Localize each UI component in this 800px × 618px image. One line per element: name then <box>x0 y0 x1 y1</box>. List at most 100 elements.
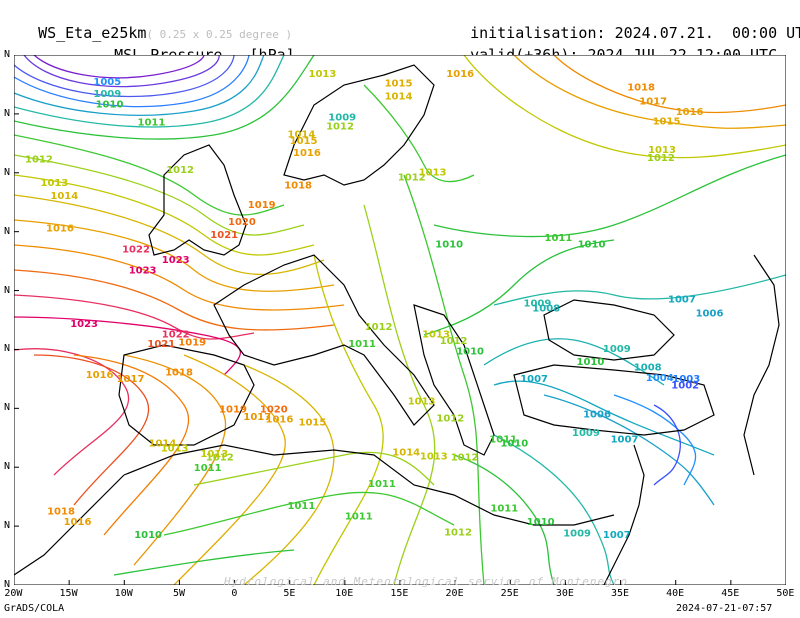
contour-label: 1014 <box>385 92 413 103</box>
contour-label: 1010 <box>96 99 124 110</box>
isobar <box>23 55 220 88</box>
contour-label: 1023 <box>129 266 157 277</box>
contour-label: 1009 <box>572 428 600 439</box>
contour-label: 1018 <box>165 368 193 379</box>
x-tick-label: 10E <box>335 588 354 599</box>
isobar <box>403 174 485 585</box>
contour-label: 1013 <box>41 178 69 189</box>
contour-label: 1016 <box>46 224 74 235</box>
map-background <box>14 55 786 585</box>
x-tick-label: 15E <box>390 588 409 599</box>
y-tick-label: N <box>4 166 11 178</box>
contour-label: 1005 <box>93 77 121 88</box>
contour-label: 1013 <box>408 396 436 407</box>
isobar <box>613 394 697 486</box>
contour-label: 1013 <box>161 444 189 455</box>
contour-label: 1022 <box>162 330 190 341</box>
isobar <box>493 380 715 456</box>
x-tick-label: 5E <box>283 588 296 599</box>
contour-label: 1023 <box>70 319 98 330</box>
contour-label: 1011 <box>288 501 316 512</box>
coastline-levant <box>603 444 645 585</box>
x-tick-label: 0 <box>231 588 238 599</box>
contour-label: 1021 <box>210 230 238 241</box>
contour-label: 1011 <box>194 463 222 474</box>
isobar <box>513 55 786 129</box>
isobar <box>33 354 150 506</box>
contour-label: 1009 <box>93 89 121 100</box>
isobar <box>14 154 305 236</box>
contour-label: 1016 <box>446 69 474 80</box>
y-tick-label: N <box>4 520 11 532</box>
contour-label: 1010 <box>134 530 162 541</box>
contour-label: 1018 <box>627 82 655 93</box>
contour-label: 1011 <box>138 118 166 129</box>
x-tick-label: 5W <box>173 588 186 599</box>
isobar <box>14 174 315 256</box>
contour-label: 1009 <box>603 344 631 355</box>
coastline-iberia <box>118 344 255 446</box>
pressure-map: 1005100910101011101210131014101610121013… <box>14 55 786 585</box>
isobar <box>14 55 250 108</box>
isobar <box>493 434 615 585</box>
contour-label: 1010 <box>527 517 555 528</box>
contour-label: 1016 <box>64 517 92 528</box>
contour-label: 1017 <box>243 412 271 423</box>
contour-label: 1006 <box>583 410 611 421</box>
isobar <box>163 491 455 536</box>
isobar <box>653 404 681 486</box>
isobar <box>243 364 335 585</box>
contour-label: 1015 <box>653 116 681 127</box>
contour-label: 1014 <box>392 447 420 458</box>
contour-label: 1018 <box>284 181 312 192</box>
isobar <box>14 134 285 216</box>
isobar <box>14 55 285 128</box>
contour-label: 1019 <box>248 200 276 211</box>
x-tick-label: 35E <box>610 588 630 599</box>
isobar <box>14 55 235 98</box>
isobar <box>543 394 715 506</box>
y-tick-label: N <box>4 107 11 119</box>
isobar <box>14 316 241 376</box>
watermark: Hydrological and Meteorological service … <box>224 575 628 588</box>
coastline-caspian <box>743 254 780 476</box>
contour-label: 1006 <box>696 309 724 320</box>
isobar <box>14 55 265 116</box>
isobar <box>14 244 345 311</box>
contour-label: 1019 <box>178 338 206 349</box>
contour-label: 1013 <box>309 69 337 80</box>
contour-label: 1008 <box>634 362 662 373</box>
contour-label: 1016 <box>676 107 704 118</box>
contour-label: 1010 <box>500 438 528 449</box>
isobar <box>14 55 315 140</box>
contour-label: 1014 <box>288 129 316 140</box>
contour-label: 1019 <box>219 404 247 415</box>
contour-label: 1016 <box>293 148 321 159</box>
contour-label: 1012 <box>326 122 354 133</box>
contour-label: 1012 <box>451 453 479 464</box>
coastline-balkans-greece <box>413 304 495 456</box>
isobar <box>363 204 436 585</box>
contour-label: 1002 <box>671 381 699 392</box>
init-value: 2024.07.21. 00:00 UTC <box>614 24 800 42</box>
y-axis <box>14 55 19 585</box>
contour-label: 1015 <box>299 417 327 428</box>
y-tick-label: N <box>4 49 11 60</box>
contour-label: 1013 <box>419 167 447 178</box>
contour-label: 1010 <box>456 347 484 358</box>
x-tick-label: 20E <box>445 588 464 599</box>
contour-label: 1022 <box>122 245 150 256</box>
y-tick-label: N <box>4 225 11 237</box>
isobar <box>14 348 130 476</box>
contour-label: 1021 <box>147 339 175 350</box>
contour-label: 1013 <box>422 330 450 341</box>
y-tick-label: N <box>4 579 11 590</box>
contour-label: 1008 <box>532 304 560 315</box>
contour-label: 1014 <box>149 438 177 449</box>
contour-label: 1007 <box>611 434 639 445</box>
contour-label: 1007 <box>603 530 631 541</box>
isobar <box>193 451 435 486</box>
isobar <box>123 354 227 566</box>
isobar <box>463 55 786 159</box>
contour-label: 1020 <box>228 217 256 228</box>
